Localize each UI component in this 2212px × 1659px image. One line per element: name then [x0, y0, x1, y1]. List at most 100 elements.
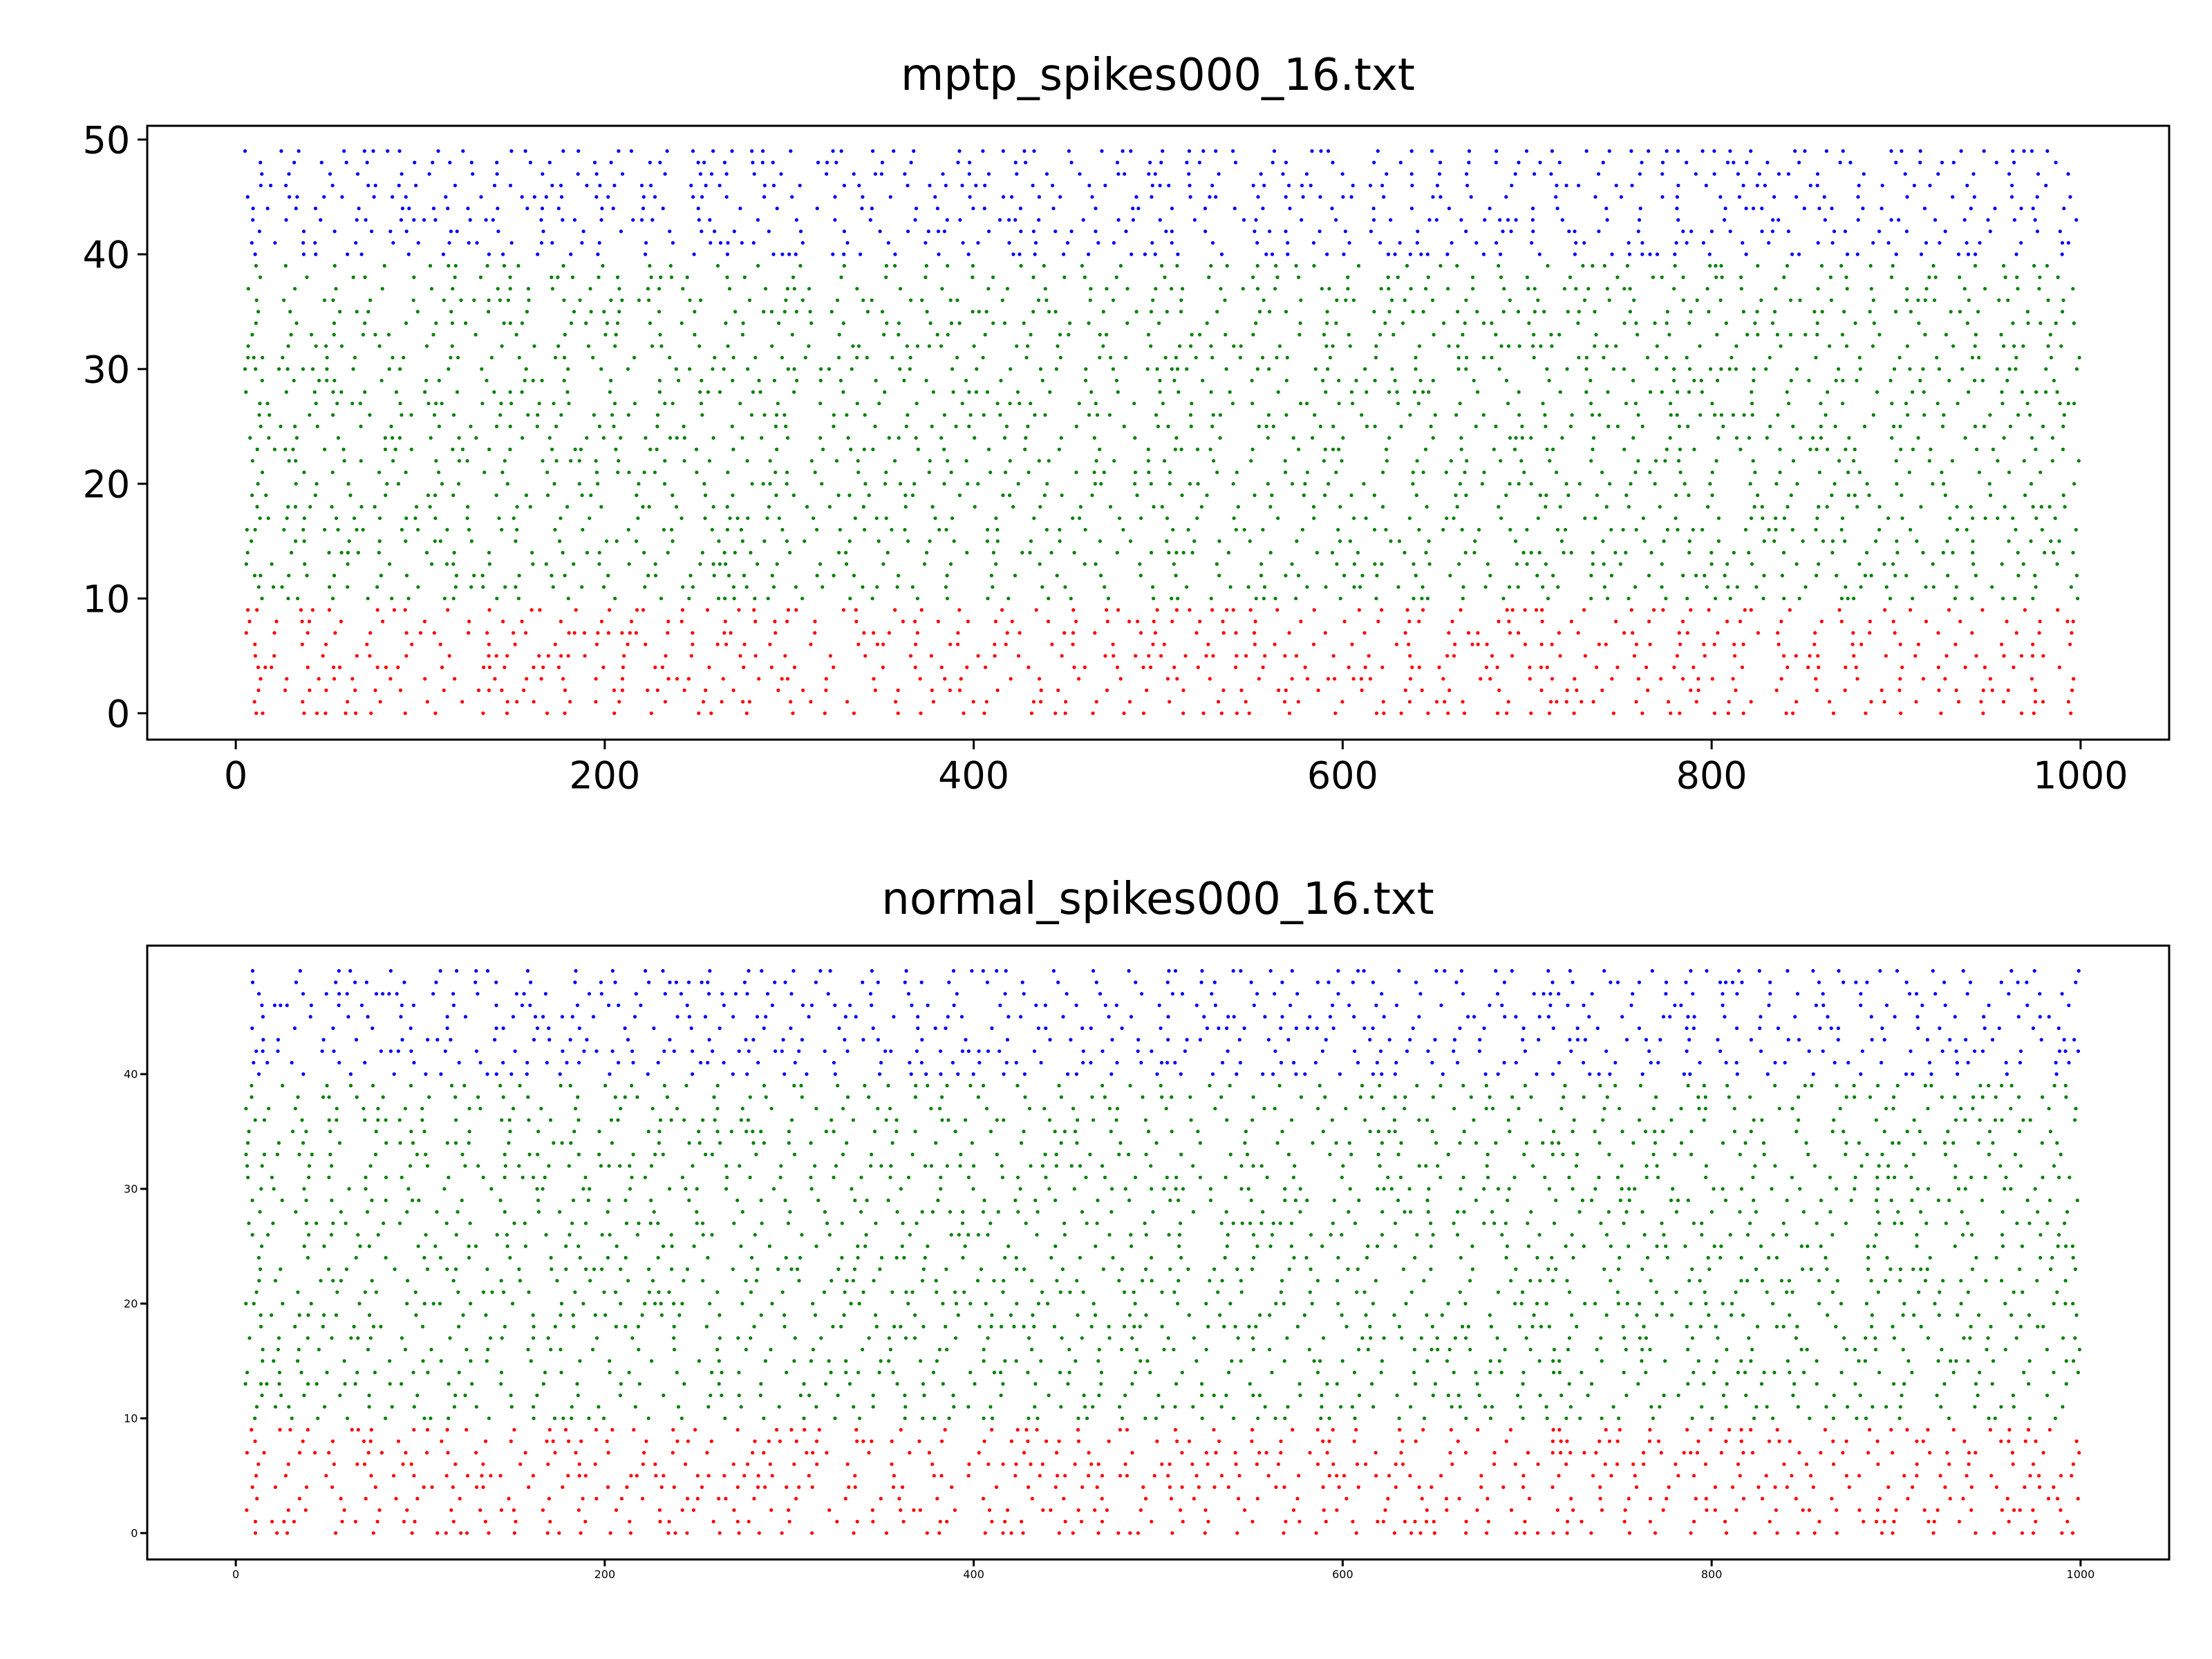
spike-point	[1083, 1405, 1087, 1409]
spike-point	[1231, 608, 1235, 612]
spike-point	[1214, 1451, 1218, 1455]
spike-point	[1686, 1347, 1690, 1351]
spike-point	[1336, 1302, 1340, 1306]
spike-point	[685, 275, 689, 279]
spike-point	[550, 287, 555, 291]
spike-point	[1324, 390, 1328, 394]
spike-point	[1037, 218, 1041, 222]
spike-point	[1190, 550, 1194, 555]
spike-point	[520, 195, 524, 199]
spike-point	[811, 1347, 815, 1351]
spike-point	[1875, 390, 1880, 394]
spike-point	[1852, 459, 1856, 463]
spike-point	[1573, 252, 1577, 256]
spike-point	[1868, 310, 1872, 314]
spike-point	[1528, 1279, 1533, 1283]
spike-point	[505, 654, 509, 658]
spike-point	[500, 688, 504, 693]
y-tick-label: 30	[82, 348, 130, 391]
spike-point	[1765, 1290, 1769, 1294]
spike-point	[422, 1302, 427, 1306]
spike-point	[461, 149, 465, 153]
spike-point	[1286, 252, 1290, 256]
spike-point	[1328, 355, 1332, 359]
spike-point	[1593, 310, 1597, 314]
spike-point	[629, 149, 634, 153]
spike-point	[315, 482, 319, 486]
spike-point	[2074, 367, 2079, 371]
spike-point	[1098, 539, 1102, 543]
spike-point	[1107, 1336, 1112, 1340]
spike-point	[526, 413, 530, 417]
spike-point	[1033, 413, 1037, 417]
spike-point	[906, 413, 910, 417]
spike-point	[528, 505, 532, 509]
spike-point	[2073, 1336, 2077, 1340]
spike-point	[1344, 1497, 1349, 1501]
spike-point	[453, 275, 457, 279]
spike-point	[1999, 1405, 2003, 1409]
spike-point	[554, 459, 559, 463]
spike-point	[1009, 1313, 1013, 1318]
spike-point	[1334, 218, 1338, 222]
spike-point	[1002, 435, 1007, 440]
spike-point	[1036, 1302, 1040, 1306]
spike-point	[1785, 390, 1789, 394]
spike-point	[1255, 241, 1259, 245]
spike-point	[561, 550, 565, 555]
spike-point	[1839, 619, 1844, 624]
spike-point	[682, 424, 686, 429]
spike-point	[1045, 482, 1049, 486]
spike-point	[1622, 321, 1627, 326]
spike-point	[885, 321, 889, 326]
spike-point	[1282, 1485, 1286, 1489]
spike-point	[1919, 505, 1923, 509]
spike-point	[630, 1336, 635, 1340]
spike-point	[1948, 516, 1952, 521]
spike-point	[903, 1416, 907, 1421]
spike-point	[1120, 1347, 1124, 1351]
spike-point	[1264, 1451, 1268, 1455]
spike-point	[2032, 711, 2036, 715]
spike-point	[1147, 654, 1151, 658]
spike-point	[487, 550, 491, 555]
spike-point	[1124, 355, 1128, 359]
spike-point	[1517, 390, 1521, 394]
spike-point	[682, 688, 686, 693]
spike-point	[1957, 1519, 1961, 1524]
spike-point	[1217, 700, 1221, 704]
spike-point	[1432, 332, 1436, 337]
spike-point	[1516, 585, 1520, 589]
spike-point	[508, 275, 512, 279]
spike-point	[1517, 344, 1521, 348]
spike-point	[420, 1324, 425, 1329]
spike-point	[1815, 172, 1820, 176]
spike-point	[1006, 597, 1011, 601]
spike-point	[1321, 1439, 1325, 1443]
spike-point	[1058, 527, 1062, 532]
spike-point	[1871, 413, 1875, 417]
spike-point	[308, 688, 312, 693]
spike-point	[1009, 367, 1013, 371]
spike-point	[1677, 631, 1681, 635]
spike-point	[959, 677, 963, 681]
spike-point	[717, 1382, 721, 1386]
spike-point	[818, 562, 823, 566]
spike-point	[961, 241, 965, 245]
spike-point	[1163, 275, 1167, 279]
spike-point	[1819, 435, 1823, 440]
spike-point	[330, 597, 335, 601]
spike-point	[945, 597, 950, 601]
spike-point	[2038, 275, 2042, 279]
spike-point	[1239, 1279, 1243, 1283]
spike-point	[594, 1427, 599, 1432]
spike-point	[1464, 493, 1468, 498]
spike-point	[1080, 1336, 1084, 1340]
spike-point	[874, 516, 879, 521]
spike-point	[1547, 711, 1552, 715]
spike-point	[1545, 665, 1549, 670]
spike-point	[695, 1474, 700, 1478]
spike-point	[884, 470, 888, 474]
spike-point	[1734, 1508, 1738, 1512]
spike-point	[2031, 505, 2035, 509]
